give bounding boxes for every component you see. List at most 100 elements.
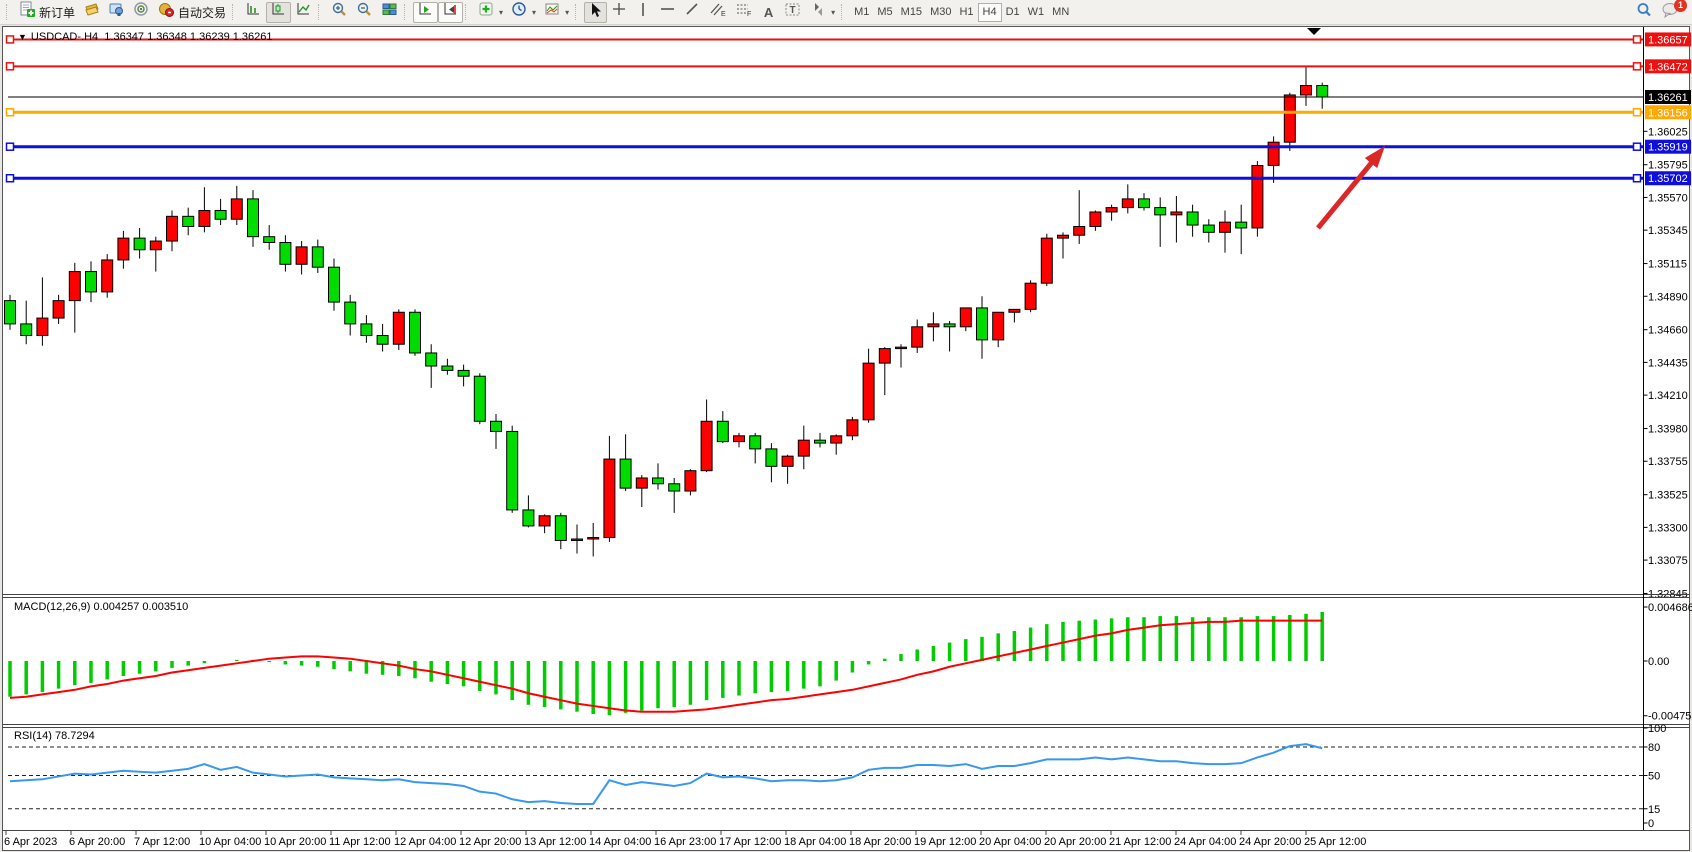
candle-up	[571, 538, 583, 541]
macd-scale-label: 0.00	[1648, 656, 1669, 668]
hline-handle[interactable]	[5, 173, 15, 183]
equidistant-channel-button[interactable]: E	[705, 2, 731, 23]
candlestick-chart-button[interactable]	[266, 1, 292, 23]
timeframe-h4[interactable]: H4	[977, 2, 1002, 22]
candle-up	[895, 346, 907, 350]
zoom-in-button[interactable]	[327, 2, 352, 23]
candle-down	[263, 236, 276, 243]
crosshair-button[interactable]	[607, 2, 632, 23]
candle-down	[133, 237, 146, 251]
periods-button[interactable]: ▾	[507, 2, 540, 23]
arrows-button[interactable]: ▾	[806, 2, 839, 23]
market-watch-button[interactable]	[79, 2, 104, 23]
timeframe-d1[interactable]: D1	[1005, 6, 1020, 18]
toolbar-grip[interactable]	[6, 4, 11, 20]
bar-chart-button[interactable]	[241, 2, 266, 23]
candle-up	[603, 458, 616, 539]
time-axis: 6 Apr 2023 6 Apr 20:00 7 Apr 12:00 10 Apr 0…	[4, 831, 1366, 848]
autotrading-button[interactable]: 自动交易	[154, 2, 230, 23]
zoom-out-icon	[356, 1, 373, 23]
chat-icon	[1661, 1, 1680, 24]
price-badge	[1645, 171, 1691, 186]
trend-arrow-annotation[interactable]	[1316, 146, 1385, 230]
hline-handle[interactable]	[1632, 108, 1642, 117]
candle-down	[1235, 221, 1248, 229]
toolbar-grip[interactable]	[232, 4, 237, 20]
auto-scroll-button[interactable]	[413, 1, 439, 23]
hline-handle[interactable]	[1632, 142, 1642, 151]
timeframe-h1[interactable]: H1	[959, 6, 974, 18]
candle-up	[1219, 221, 1231, 233]
trendline-icon	[684, 1, 701, 23]
hline-handle[interactable]	[1632, 35, 1642, 44]
horizontal-line-button[interactable]	[655, 2, 680, 23]
timeframe-m15[interactable]: M15	[900, 6, 923, 18]
axes: 1.367951.360251.357951.355701.353451.351…	[2, 14, 1690, 831]
candle-up	[830, 435, 843, 444]
toolbar-grip[interactable]	[575, 4, 580, 20]
vertical-line-button[interactable]	[632, 2, 655, 23]
text-button[interactable]: A	[757, 2, 780, 23]
timeframe-w1[interactable]: W1	[1027, 6, 1045, 18]
hline-handle[interactable]	[5, 35, 15, 44]
text-label-button[interactable]: T	[780, 2, 806, 23]
chart-menu-icon[interactable]: ▼	[18, 32, 27, 42]
templates-button[interactable]: ▾	[540, 2, 573, 23]
rsi-scale-label: 50	[1648, 771, 1660, 783]
candle-down	[522, 509, 535, 527]
timeframe-m1[interactable]: M1	[854, 6, 870, 18]
price-tick-label: 1.34435	[1648, 357, 1688, 369]
rsi-indicator-label: RSI(14) 78.7294	[14, 730, 95, 742]
timeframe-mn[interactable]: MN	[1052, 6, 1070, 18]
scroll-end-marker[interactable]	[1307, 28, 1321, 35]
price-tick-label: 1.35115	[1648, 259, 1687, 271]
hline-handle[interactable]	[1632, 62, 1642, 71]
line-chart-button[interactable]	[291, 2, 316, 23]
chart-title[interactable]: ▼ USDCAD-.H4 1.36347 1.36348 1.36239 1.36…	[18, 31, 273, 43]
toolbar-grip[interactable]	[318, 4, 323, 20]
candle-up	[1073, 226, 1086, 236]
tile-windows-button[interactable]	[377, 2, 402, 23]
price-tick-label: 1.33755	[1648, 456, 1688, 468]
new-order-label: 新订单	[39, 5, 76, 20]
macd-signal-line	[9, 619, 1323, 713]
zoom-out-button[interactable]	[352, 2, 377, 23]
hline-handle[interactable]	[5, 108, 15, 117]
candle-up	[1105, 207, 1118, 213]
toolbar-grip[interactable]	[465, 4, 470, 20]
price-badge	[1645, 139, 1691, 154]
metaeditor-button[interactable]	[104, 2, 129, 23]
cursor-button[interactable]	[584, 1, 608, 23]
alerts-button[interactable]	[129, 2, 154, 23]
toolbar-grip[interactable]	[841, 4, 846, 20]
timeframe-m30[interactable]: M30	[930, 6, 952, 18]
candle-up	[1267, 141, 1280, 166]
hline-handle[interactable]	[5, 142, 15, 151]
candle-up	[1170, 211, 1183, 216]
horizontal-lines[interactable]: 1.36657 1.36472 1.36156 1.35919 1.35702 1.362…	[5, 32, 1692, 186]
candle-up	[117, 237, 130, 261]
hline-handle[interactable]	[5, 62, 15, 71]
fibonacci-button[interactable]: F	[731, 2, 757, 23]
chart-shift-button[interactable]	[438, 1, 464, 23]
toolbar-grip[interactable]	[404, 4, 409, 20]
notifications-button[interactable]: 1	[1657, 0, 1687, 24]
candle-up	[700, 420, 713, 472]
candle-down	[441, 365, 454, 371]
hline-handle[interactable]	[1632, 173, 1642, 183]
candle-up	[911, 326, 924, 348]
search-button[interactable]	[1631, 2, 1657, 23]
chevron-down-icon: ▾	[499, 7, 504, 17]
time-tick-label: 7 Apr 12:00	[134, 836, 190, 848]
trendline-button[interactable]	[680, 2, 705, 23]
rsi-line	[9, 743, 1323, 805]
price-tick-label: 1.33300	[1648, 522, 1688, 534]
time-tick-label: 17 Apr 12:00	[719, 836, 781, 848]
new-order-button[interactable]: 新订单	[15, 1, 79, 23]
chevron-down-icon: ▾	[831, 7, 836, 17]
timeframe-m5[interactable]: M5	[877, 6, 893, 18]
price-badge	[1645, 59, 1691, 74]
indicators-button[interactable]: ▾	[474, 2, 507, 23]
